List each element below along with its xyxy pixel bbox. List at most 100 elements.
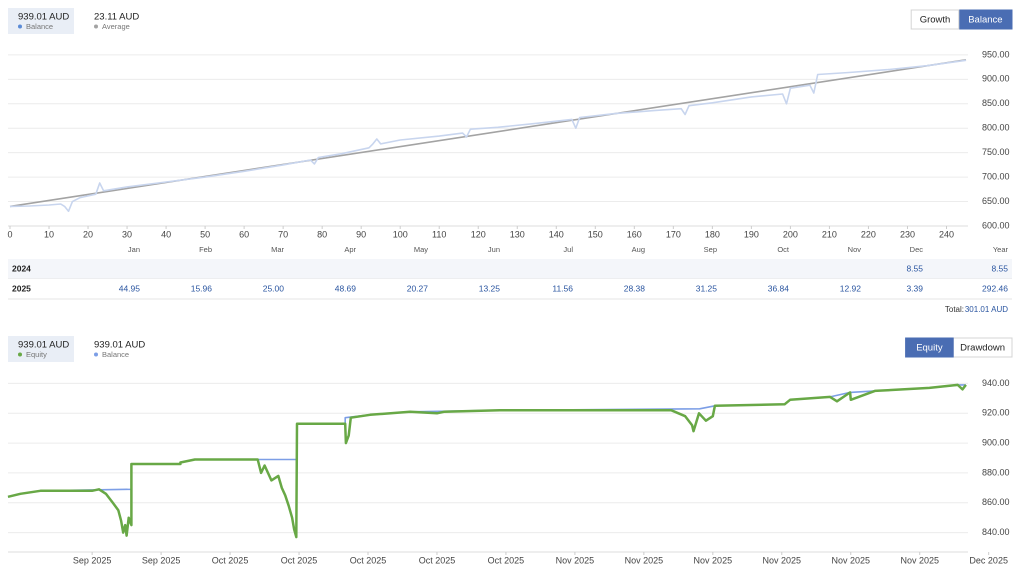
month-header: Year <box>993 245 1009 254</box>
y-tick-label: 850.00 <box>982 98 1010 108</box>
y-tick-label: 900.00 <box>982 437 1010 447</box>
y-tick-label: 950.00 <box>982 49 1010 59</box>
legend-name: Balance <box>102 350 129 359</box>
y-tick-label: 650.00 <box>982 196 1010 206</box>
toggle-button-label[interactable]: Balance <box>968 15 1002 26</box>
month-header: Nov <box>848 245 862 254</box>
toggle-button-label[interactable]: Growth <box>920 15 951 26</box>
toggle-button[interactable] <box>905 337 954 358</box>
table-cell: 31.25 <box>696 283 718 293</box>
table-cell: 36.84 <box>768 283 790 293</box>
x-tick-label: 130 <box>510 229 525 239</box>
legend-value: 23.11 AUD <box>94 12 139 23</box>
month-header: Sep <box>704 245 717 254</box>
x-tick-label: 170 <box>666 229 681 239</box>
table-cell: 15.96 <box>191 283 213 293</box>
y-tick-label: 750.00 <box>982 147 1010 157</box>
table-cell: 13.25 <box>479 283 501 293</box>
month-header: Jul <box>563 245 573 254</box>
legend-value: 939.01 AUD <box>18 340 69 351</box>
x-tick-label: 80 <box>317 229 327 239</box>
x-tick-label: 140 <box>549 229 564 239</box>
x-tick-label: 0 <box>7 229 12 239</box>
x-tick-label: 30 <box>122 229 132 239</box>
y-tick-label: 800.00 <box>982 123 1010 133</box>
total-label: Total: <box>945 305 964 314</box>
series-line <box>9 59 967 208</box>
table-cell: 48.69 <box>335 283 357 293</box>
legend-value: 939.01 AUD <box>18 12 69 23</box>
legend-dot <box>18 352 22 357</box>
x-tick-label: 20 <box>83 229 93 239</box>
table-cell: 20.27 <box>407 283 429 293</box>
table-cell: 44.95 <box>119 283 141 293</box>
x-tick-label: 70 <box>278 229 288 239</box>
x-tick-label: 220 <box>861 229 876 239</box>
table-cell: 12.92 <box>840 283 862 293</box>
y-tick-label: 700.00 <box>982 171 1010 181</box>
x-tick-label: Sep 2025 <box>142 555 181 565</box>
toggle-button-label[interactable]: Equity <box>916 343 943 354</box>
x-tick-label: 160 <box>627 229 642 239</box>
x-tick-label: Oct 2025 <box>212 555 249 565</box>
x-tick-label: Oct 2025 <box>350 555 387 565</box>
x-tick-label: Oct 2025 <box>281 555 318 565</box>
x-tick-label: 60 <box>239 229 249 239</box>
y-tick-label: 940.00 <box>982 378 1010 388</box>
x-tick-label: 200 <box>783 229 798 239</box>
x-tick-label: Dec 2025 <box>969 555 1008 565</box>
month-header: Jan <box>128 245 140 254</box>
legend-name: Equity <box>26 350 47 359</box>
x-tick-label: Nov 2025 <box>694 555 733 565</box>
x-tick-label: 100 <box>393 229 408 239</box>
month-header: Dec <box>910 245 924 254</box>
y-tick-label: 880.00 <box>982 467 1010 477</box>
x-tick-label: 230 <box>900 229 915 239</box>
total-value: 301.01 AUD <box>965 305 1008 314</box>
x-tick-label: Sep 2025 <box>73 555 112 565</box>
x-tick-label: Nov 2025 <box>556 555 595 565</box>
x-tick-label: 210 <box>822 229 837 239</box>
table-cell: 25.00 <box>263 283 285 293</box>
month-header: May <box>414 245 428 254</box>
y-tick-label: 860.00 <box>982 497 1010 507</box>
x-tick-label: 120 <box>471 229 486 239</box>
x-tick-label: Nov 2025 <box>900 555 939 565</box>
year-label: 2025 <box>12 283 31 293</box>
table-row <box>8 279 1012 299</box>
table-cell: 3.39 <box>906 283 923 293</box>
y-tick-label: 900.00 <box>982 74 1010 84</box>
legend-name: Average <box>102 22 130 31</box>
table-cell: 28.38 <box>624 283 646 293</box>
month-header: Jun <box>488 245 500 254</box>
x-tick-label: Nov 2025 <box>763 555 802 565</box>
x-tick-label: 180 <box>705 229 720 239</box>
legend-dot <box>94 352 98 357</box>
month-header: Mar <box>271 245 284 254</box>
y-tick-label: 600.00 <box>982 220 1010 230</box>
toggle-button-label[interactable]: Drawdown <box>960 343 1005 354</box>
series-line <box>9 59 967 213</box>
month-header: Apr <box>344 245 356 254</box>
month-header: Feb <box>199 245 212 254</box>
x-tick-label: Oct 2025 <box>419 555 456 565</box>
month-header: Aug <box>632 245 645 254</box>
y-tick-label: 920.00 <box>982 408 1010 418</box>
legend-value: 939.01 AUD <box>94 340 145 351</box>
table-row <box>8 259 1012 279</box>
x-tick-label: Nov 2025 <box>625 555 664 565</box>
table-cell: 292.46 <box>982 283 1008 293</box>
x-tick-label: 240 <box>939 229 954 239</box>
x-tick-label: 110 <box>432 229 446 239</box>
toggle-button[interactable] <box>910 9 960 30</box>
table-cell: 8.55 <box>906 263 923 273</box>
year-label: 2024 <box>12 263 31 273</box>
y-tick-label: 840.00 <box>982 527 1010 537</box>
legend-dot <box>94 24 98 29</box>
x-tick-label: 10 <box>44 229 54 239</box>
x-tick-label: 190 <box>744 229 759 239</box>
legend-name: Balance <box>26 22 53 31</box>
x-tick-label: Nov 2025 <box>831 555 870 565</box>
series-line <box>7 384 966 498</box>
